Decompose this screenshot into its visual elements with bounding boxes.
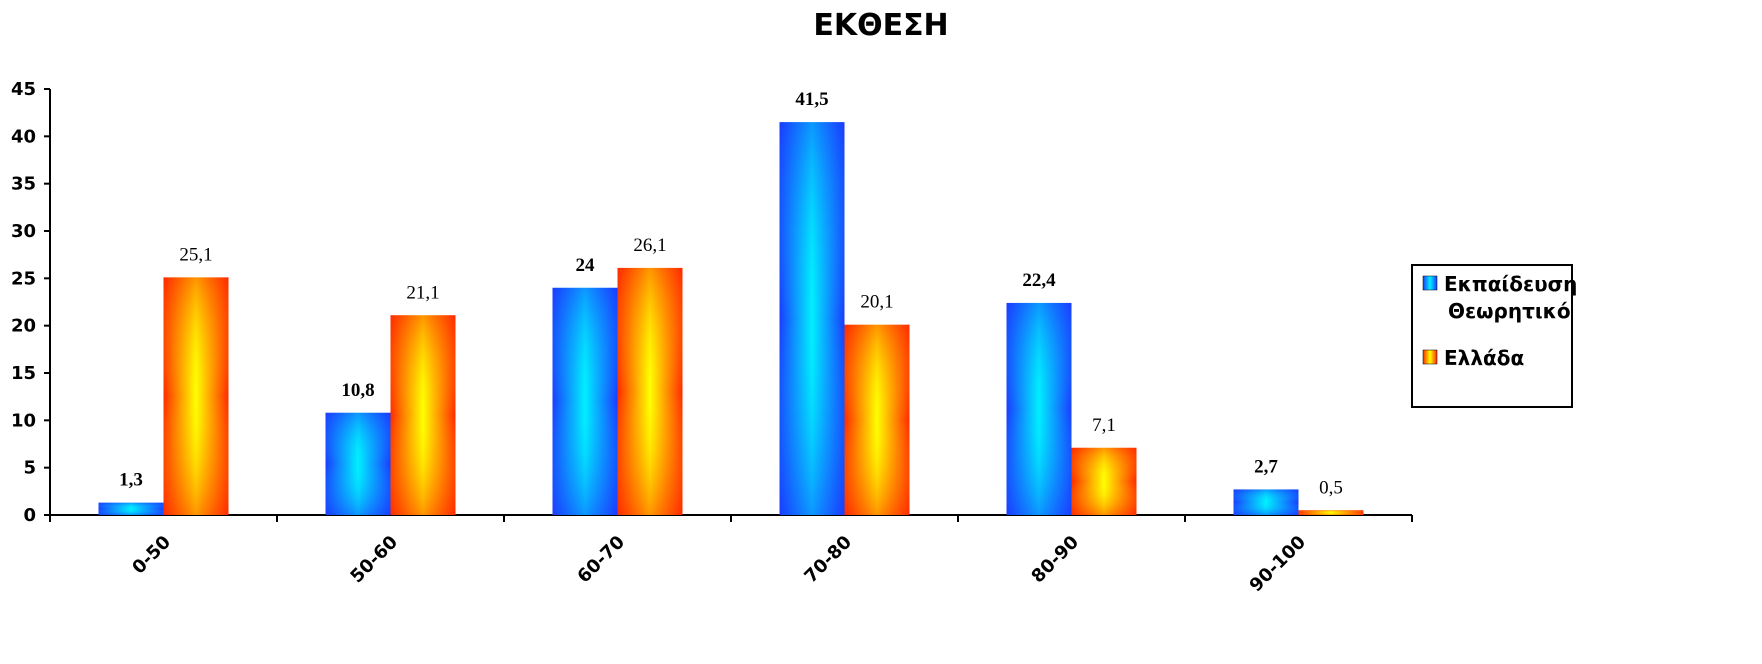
x-tick-label: 80-90 [1027,532,1083,588]
bar [779,122,845,515]
y-axis: 0 5 10 15 20 25 30 35 40 45 [11,79,51,526]
legend-label: Ελλάδα [1444,346,1524,370]
bar [552,287,618,515]
bar-shade [1233,489,1299,515]
x-tick-label: 60-70 [573,532,629,588]
bar [844,324,910,515]
bar-shade [1006,302,1072,515]
legend: Εκπαίδευση Θεωρητικό Ελλάδα [1411,264,1577,408]
y-tick-label: 5 [23,458,36,479]
bar-shade [390,315,456,515]
x-tick-label: 90-100 [1246,532,1310,596]
y-tick-label: 25 [11,268,36,289]
data-label: 41,5 [795,89,828,110]
x-tick-label: 70-80 [800,532,856,588]
data-label: 20,1 [860,292,893,313]
bar-shade [552,287,618,515]
bar-shade [779,122,845,515]
y-tick-label: 10 [11,410,36,431]
data-label: 24 [576,255,596,276]
data-label: 26,1 [633,235,666,256]
bar [325,412,391,515]
value-labels: 1,3 25,1 10,8 21,1 24 26,1 41,5 20,1 22,4 7,1 2,7 0… [119,89,1343,498]
data-label: 1,3 [119,470,143,491]
bar-shade [1071,447,1137,515]
legend-swatch [1422,349,1438,365]
bar [617,267,683,515]
legend-label: Εκπαίδευση [1444,272,1577,296]
x-tick-label: 50-60 [346,532,402,588]
y-tick-label: 0 [23,505,36,526]
bar-shade [844,324,910,515]
y-tick-label: 45 [11,79,36,100]
y-tick-label: 40 [11,126,36,147]
bar [1233,489,1299,515]
y-tick-label: 35 [11,174,36,195]
bar-shade [325,412,391,515]
data-label: 7,1 [1092,415,1116,436]
legend-label: Θεωρητικό [1448,299,1571,323]
y-tick-label: 30 [11,221,36,242]
bar-shade [617,267,683,515]
bar [1006,302,1072,515]
bar-shade [98,502,164,515]
x-axis: 0-50 50-60 60-70 70-80 80-90 90-100 [49,514,1413,596]
data-label: 2,7 [1254,456,1278,477]
data-label: 25,1 [179,244,212,265]
data-label: 21,1 [406,282,439,303]
bars [98,122,1364,515]
bar [163,277,229,515]
legend-box [1411,264,1573,408]
y-tick-label: 15 [11,363,36,384]
bar [1071,447,1137,515]
data-label: 22,4 [1022,270,1056,291]
bar [1298,510,1364,515]
bar [390,315,456,515]
chart-title: ΕΚΘΕΣΗ [813,8,948,43]
data-label: 0,5 [1319,477,1343,498]
bar-shade [163,277,229,515]
legend-swatch [1422,275,1438,291]
bar-shade [1298,510,1364,515]
bar [98,502,164,515]
y-tick-label: 20 [11,316,36,337]
x-tick-label: 0-50 [128,532,175,579]
data-label: 10,8 [341,380,374,401]
